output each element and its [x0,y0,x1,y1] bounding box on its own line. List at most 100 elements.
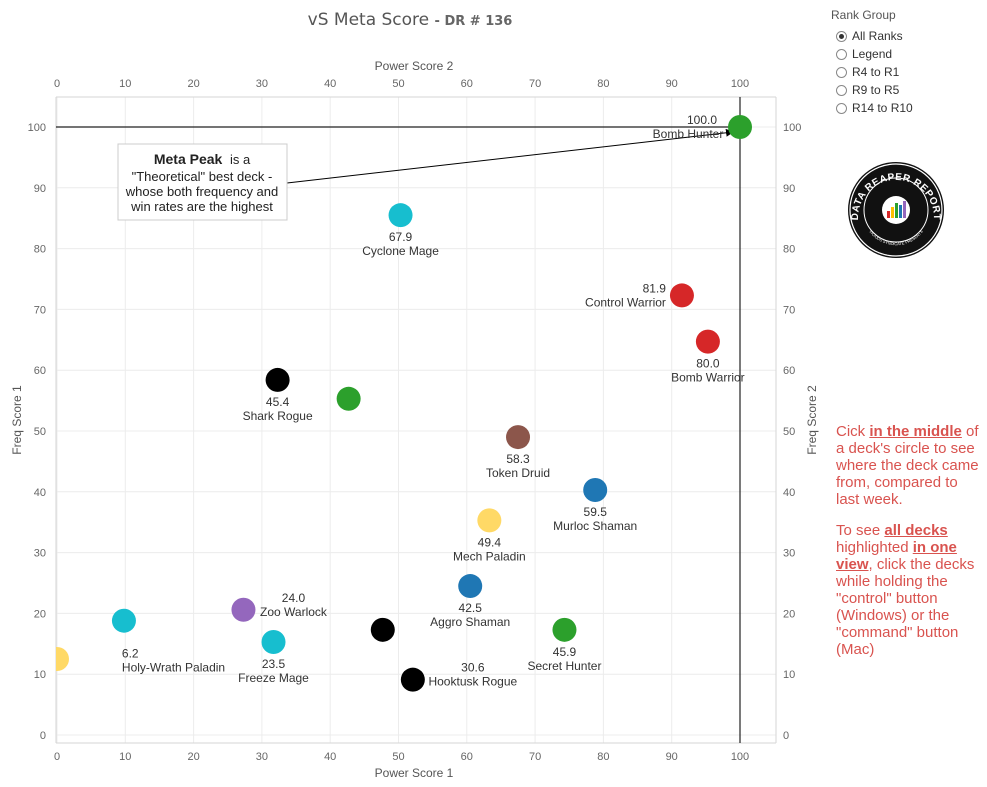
deck-score-label: 100.0 [687,113,717,127]
deck-point[interactable] [695,329,720,354]
x-tick-label-bottom: 30 [256,751,268,763]
deck-score-label: 49.4 [478,535,502,549]
y-tick-label-right: 60 [783,365,795,377]
deck-point[interactable] [400,667,425,692]
x-tick-label-bottom: 0 [54,751,60,763]
deck-name-label: Zoo Warlock [260,605,328,619]
deck-point[interactable] [388,203,413,228]
rank-option-legend[interactable]: Legend [836,45,981,63]
deck-point[interactable] [728,115,752,139]
y-tick-label-left: 30 [34,548,46,560]
chart-title: vS Meta Score - DR # 136 [0,10,820,30]
radio-button[interactable] [836,66,847,78]
deck-name-label: Holy-Wrath Paladin [122,661,225,675]
y-tick-label-right: 0 [783,730,789,742]
x-tick-label-top: 80 [597,78,609,90]
deck-name-label: Control Warrior [585,295,666,309]
x-tick-label-bottom: 80 [597,751,609,763]
x-tick-label-top: 40 [324,78,336,90]
y-tick-label-right: 80 [783,244,795,256]
deck-point[interactable] [552,617,577,642]
deck-name-label: Cyclone Mage [362,244,439,258]
y-tick-label-left: 0 [40,730,46,742]
rank-option-label: R9 to R5 [852,83,900,97]
x-tick-label-top: 60 [461,78,473,90]
radio-button[interactable] [836,48,847,60]
x-tick-label-top: 0 [54,78,60,90]
y-tick-label-left: 80 [34,244,46,256]
deck-point[interactable] [370,617,395,642]
annotation-box [117,143,288,221]
deck-point[interactable] [477,508,502,533]
y-tick-label-right: 50 [783,426,795,438]
instruction-1: Cick in the middle of a deck's circle to… [836,423,979,508]
instructions-panel: Cick in the middle of a deck's circle to… [836,423,984,672]
annotation-line-2: "Theoretical" best deck - [132,169,273,184]
rank-option-all-ranks[interactable]: All Ranks [836,27,981,45]
x-tick-label-top: 100 [731,78,749,90]
deck-name-label: Secret Hunter [527,659,601,673]
x-tick-label-bottom: 50 [392,751,404,763]
deck-point[interactable] [231,597,256,622]
x-tick-label-bottom: 90 [666,751,678,763]
deck-name-label: Aggro Shaman [430,615,510,629]
deck-score-label: 45.9 [553,645,577,659]
annotation-line-4: win rates are the highest [130,199,273,214]
x-axis-title-bottom: Power Score 1 [375,766,454,780]
x-tick-label-bottom: 70 [529,751,541,763]
x-tick-label-top: 20 [187,78,199,90]
y-tick-label-right: 70 [783,304,795,316]
deck-point[interactable] [669,283,694,308]
deck-point[interactable] [261,629,286,654]
deck-point[interactable] [265,367,290,392]
y-axis-title-right: Freq Score 2 [805,385,819,455]
deck-point[interactable] [583,477,608,502]
x-tick-label-bottom: 20 [187,751,199,763]
deck-markers [45,115,752,692]
rank-group-options: All Ranks Legend R4 to R1 R9 to R5 R14 to R1… [831,27,981,117]
rank-option-r9-to-r5[interactable]: R9 to R5 [836,81,981,99]
deck-score-label: 42.5 [459,601,483,615]
y-tick-label-left: 20 [34,608,46,620]
deck-point[interactable] [336,386,361,411]
chart-title-sub: - DR # 136 [434,14,513,29]
x-tick-label-bottom: 60 [461,751,473,763]
deck-point[interactable] [506,425,531,450]
y-axis-title-left: Freq Score 1 [10,385,24,455]
deck-score-label: 59.5 [584,505,608,519]
data-reaper-report-logo: DATA REAPER REPORT VICIOUS SYNDICATE PRE… [848,162,944,258]
radio-button[interactable] [836,84,847,96]
deck-score-label: 24.0 [282,591,306,605]
x-axis-title-top: Power Score 2 [375,59,454,73]
y-tick-label-left: 50 [34,426,46,438]
deck-score-label: 81.9 [643,281,667,295]
deck-score-label: 6.2 [122,647,139,661]
deck-name-label: Mech Paladin [453,549,526,563]
x-tick-label-bottom: 40 [324,751,336,763]
y-tick-label-left: 90 [34,183,46,195]
instruction-2: To see all decks highlighted in one view… [836,522,975,658]
x-tick-label-top: 70 [529,78,541,90]
y-tick-label-right: 20 [783,608,795,620]
rank-option-r14-to-r10[interactable]: R14 to R10 [836,99,981,117]
deck-name-label: Bomb Hunter [653,127,724,141]
deck-score-label: 30.6 [461,661,485,675]
y-tick-label-right: 10 [783,669,795,681]
deck-name-label: Hooktusk Rogue [428,675,517,689]
meta-peak-annotation: Meta Peak is a "Theoretical" best deck -… [117,128,734,221]
y-tick-label-left: 10 [34,669,46,681]
deck-name-label: Token Druid [486,466,550,480]
rank-group-filter: Rank Group All Ranks Legend R4 to R1 R9 to … [831,8,981,117]
deck-point[interactable] [45,647,69,671]
radio-button[interactable] [836,30,847,42]
y-tick-label-right: 100 [783,122,801,134]
x-tick-label-top: 50 [392,78,404,90]
rank-option-label: All Ranks [852,29,903,43]
x-tick-label-top: 10 [119,78,131,90]
deck-point[interactable] [458,574,483,599]
radio-button[interactable] [836,102,847,114]
annotation-line-3: whose both frequency and [125,184,279,199]
rank-option-r4-to-r1[interactable]: R4 to R1 [836,63,981,81]
deck-point[interactable] [111,608,136,633]
